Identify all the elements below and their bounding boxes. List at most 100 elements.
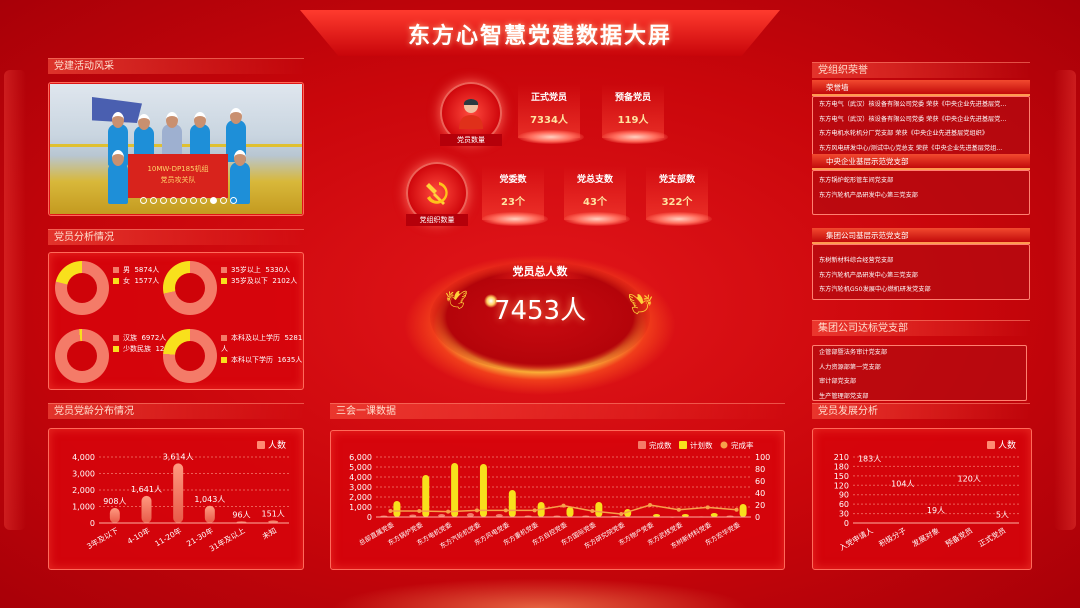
- honor-list[interactable]: 东方电气（武汉）核设备有限公司党委 荣获《中央企业先进基层党... 东方电气（武汉…: [812, 96, 1030, 162]
- carousel-dot[interactable]: [220, 197, 227, 204]
- legend-swatch: [257, 441, 265, 449]
- analysis-panel: 男 5874人女 1577人 35岁以上 5330人 35岁及以下 2102人汉族 …: [48, 252, 304, 390]
- stat-value: 23个: [501, 197, 525, 208]
- bar: [479, 464, 487, 517]
- y-tick-label: 1,000: [349, 503, 372, 512]
- data-label: 104人: [891, 479, 914, 488]
- donut-legend-item: 35岁及以下 2102人: [221, 276, 297, 287]
- age-chart-panel: 0 1,000 2,000 3,000 4,000 908人 3年及以下 1,641人 4-10…: [48, 428, 304, 570]
- org-stats: 党委数 23个 党总支数 43个 党支部数 322个: [482, 166, 712, 226]
- donut-chart: [163, 261, 217, 315]
- y2-tick-label: 100: [755, 453, 770, 462]
- legend-value: 5874人: [134, 266, 160, 274]
- donut-legend-item: 35岁以上 5330人: [221, 265, 297, 276]
- bar: [710, 513, 718, 517]
- data-label: 3,614人: [163, 452, 194, 461]
- honor-group-header: 荣誉墙: [812, 80, 1030, 96]
- legend-label: 男: [123, 266, 130, 274]
- stat-value: 7334人: [530, 115, 568, 126]
- analysis-section-title: 党员分析情况: [48, 229, 304, 245]
- carousel-dot[interactable]: [210, 197, 217, 204]
- x-tick-label: 正式党员: [976, 525, 1007, 549]
- data-label: 151人: [262, 510, 285, 519]
- bar: [268, 520, 279, 523]
- legend-swatch: [221, 335, 227, 341]
- y2-tick-label: 80: [755, 465, 765, 474]
- donut-chart: [55, 261, 109, 315]
- rate-point: [734, 507, 739, 512]
- donut-chart: [163, 329, 217, 383]
- legend-value: 5281人: [221, 334, 303, 353]
- list-item[interactable]: 东树新材料综合经营党支部: [819, 257, 894, 264]
- stat-label: 党支部数: [658, 175, 695, 185]
- list-item[interactable]: 人力资源部第一党支部: [819, 363, 881, 371]
- legend-label: 人数: [998, 439, 1016, 451]
- carousel-dot[interactable]: [160, 197, 167, 204]
- carousel-dot[interactable]: [230, 197, 237, 204]
- list-item[interactable]: 东方电气（武汉）核设备有限公司党委 荣获《中央企业先进基层党...: [819, 115, 1007, 123]
- list-item[interactable]: 东方电机水轮机分厂党支部 荣获《中央企业先进基层党组织》: [819, 130, 989, 137]
- list-item[interactable]: 东方汽轮机产品研发中心第三党支部: [819, 271, 918, 279]
- y-tick-label: 30: [839, 510, 849, 519]
- carousel-dot[interactable]: [190, 197, 197, 204]
- donut-legend-item: 汉族 6972人: [113, 333, 176, 344]
- list-item[interactable]: 东方电气（武汉）核设备有限公司党委 荣获《中央企业先进基层党...: [819, 101, 1007, 108]
- page-title: 东方心智慧党建数据大屏: [407, 24, 672, 49]
- list-item[interactable]: 东方汽轮机G50发展中心燃机研发党支部: [819, 286, 931, 293]
- org-count-label: 党组织数量: [406, 214, 468, 226]
- stat-committees: 党委数 23个: [482, 166, 548, 226]
- carousel-dots: [140, 197, 237, 204]
- list-item[interactable]: 生产管理部党支部: [819, 392, 869, 400]
- data-label: 19人: [927, 506, 945, 515]
- y2-tick-label: 60: [755, 477, 765, 486]
- y-tick-label: 0: [90, 519, 95, 528]
- x-tick-label: 未知: [260, 525, 278, 541]
- stat-value: 43个: [583, 197, 607, 208]
- legend-swatch: [987, 441, 995, 449]
- list-item[interactable]: 企管部暨法务审计党支部: [819, 349, 888, 356]
- stat-general-branches: 党总支数 43个: [564, 166, 630, 226]
- bar: [141, 495, 152, 523]
- list-item[interactable]: 东方锅炉蛇形管车间党支部: [819, 177, 894, 184]
- y-tick-label: 0: [844, 519, 849, 528]
- y-tick-label: 60: [839, 500, 849, 509]
- stat-pedestal: [482, 212, 548, 226]
- honor-group-header: 中央企业基层示范党支部: [812, 154, 1030, 170]
- bar: [451, 463, 459, 517]
- legend-swatch: [221, 267, 227, 273]
- donut-legend: 本科及以上学历 5281人 本科以下学历 1635人: [221, 333, 303, 366]
- member-stats: 正式党员 7334人 预备党员 119人: [518, 84, 668, 144]
- activity-photo-carousel[interactable]: 10MW-DP185机组 党员攻关队: [50, 84, 302, 214]
- legend-value: 2102人: [272, 277, 298, 285]
- age-bar-chart: 0 1,000 2,000 3,000 4,000 908人 3年及以下 1,641人 4-10…: [72, 439, 289, 554]
- y2-tick-label: 20: [755, 501, 765, 510]
- list-item[interactable]: 审计部党支部: [819, 378, 857, 385]
- central-demo-list[interactable]: 东方锅炉蛇形管车间党支部东方汽轮机产品研发中心第三党支部: [812, 170, 1030, 215]
- rate-point: [446, 509, 451, 514]
- data-label: 120人: [958, 474, 981, 483]
- group-demo-list[interactable]: 东树新材料综合经营党支部东方汽轮机产品研发中心第三党支部东方汽轮机G50发展中心…: [812, 244, 1030, 300]
- carousel-dot[interactable]: [180, 197, 187, 204]
- carousel-dot[interactable]: [200, 197, 207, 204]
- donut-legend: 35岁以上 5330人 35岁及以下 2102人: [221, 265, 297, 287]
- stat-value: 119人: [617, 115, 649, 126]
- title-banner: [300, 10, 780, 56]
- stat-formal-members: 正式党员 7334人: [518, 84, 584, 144]
- legend-label: 女: [123, 277, 130, 285]
- bar: [438, 514, 446, 517]
- carousel-dot[interactable]: [170, 197, 177, 204]
- stat-label: 预备党员: [614, 93, 651, 103]
- central-demo-group: 中央企业基层示范党支部 东方锅炉蛇形管车间党支部东方汽轮机产品研发中心第三党支部: [812, 154, 1030, 215]
- legend-swatch: [221, 357, 227, 363]
- bar: [653, 514, 661, 517]
- standard-list[interactable]: 企管部暨法务审计党支部 人力资源部第一党支部 审计部党支部生产管理部党支部: [812, 345, 1027, 401]
- donut-legend-item: 女 1577人: [113, 276, 159, 287]
- carousel-dot[interactable]: [150, 197, 157, 204]
- member-count-label: 党员数量: [440, 134, 502, 146]
- member-count-badge: 党员数量: [440, 82, 502, 146]
- list-item[interactable]: 东方汽轮机产品研发中心第三党支部: [819, 191, 918, 199]
- carousel-dot[interactable]: [140, 197, 147, 204]
- rate-point: [561, 503, 566, 508]
- stat-branches: 党支部数 322个: [646, 166, 712, 226]
- y-tick-label: 4,000: [349, 473, 372, 482]
